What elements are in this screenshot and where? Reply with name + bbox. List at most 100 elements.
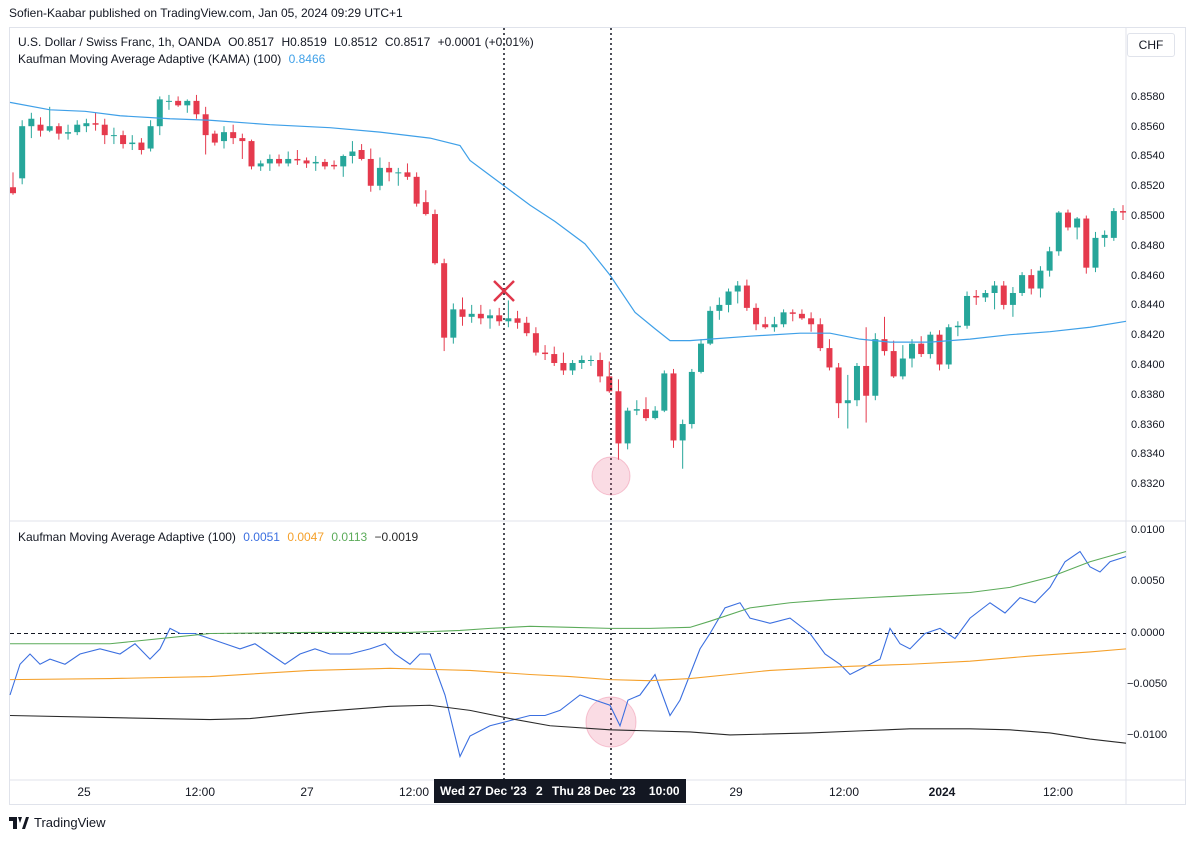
price-tick-label: 0.8360 — [1131, 418, 1165, 431]
candle-body — [386, 167, 393, 173]
price-tick-label: 0.8340 — [1131, 448, 1165, 461]
candle-body — [707, 310, 714, 344]
candle-body — [1046, 251, 1053, 271]
candle-body — [165, 100, 172, 102]
candle-body — [890, 351, 897, 377]
candle-body — [624, 410, 631, 444]
candle-body — [973, 295, 980, 298]
candle-body — [1000, 285, 1007, 305]
candle-body — [532, 333, 539, 353]
oscillator-tick-label: −0.0100 — [1127, 729, 1168, 741]
candle-body — [569, 362, 576, 371]
oscillator-legend: Kaufman Moving Average Adaptive (100) 0.… — [18, 530, 422, 544]
candle-body — [422, 202, 429, 215]
candle-body — [395, 172, 402, 174]
kama-legend-name[interactable]: Kaufman Moving Average Adaptive (KAMA) (… — [18, 52, 282, 66]
candle-body — [340, 155, 347, 167]
candle-body — [303, 160, 310, 164]
candle-body — [597, 360, 604, 377]
publisher-text: Sofien-Kaabar published on TradingView.c… — [9, 6, 403, 20]
candle-body — [780, 312, 787, 325]
candle-body — [936, 334, 943, 365]
candle-body — [918, 343, 925, 355]
candle-body — [642, 409, 649, 419]
symbol-label[interactable]: U.S. Dollar / Swiss Franc, 1h, OANDA — [18, 35, 221, 49]
candle-body — [239, 138, 246, 142]
crosshair-time-text-1: Wed 27 Dec '23 — [440, 784, 527, 798]
candle-body — [1019, 275, 1026, 293]
candle-body — [459, 309, 466, 317]
candle-body — [138, 142, 145, 151]
candle-body — [909, 343, 916, 359]
candle-body — [120, 135, 127, 145]
price-tick-label: 0.8400 — [1131, 358, 1165, 371]
kama-line — [9, 101, 1127, 343]
candle-body — [367, 158, 374, 186]
candle-body — [331, 164, 338, 167]
candle-body — [376, 167, 383, 186]
candle-body — [1009, 292, 1016, 305]
tradingview-icon — [9, 816, 29, 829]
candle-body — [450, 309, 457, 338]
candle-body — [523, 322, 530, 334]
oscillator-tick-label: 0.0050 — [1131, 575, 1165, 588]
candle-body — [10, 187, 16, 194]
low-value: L0.8512 — [334, 35, 378, 49]
open-value: O0.8517 — [228, 35, 275, 49]
close-value: C0.8517 — [384, 35, 431, 49]
time-tick-label: 12:00 — [828, 785, 860, 799]
candle-body — [349, 151, 356, 156]
candle-body — [615, 391, 622, 444]
candle-body — [184, 100, 191, 106]
kama-legend: Kaufman Moving Average Adaptive (KAMA) (… — [18, 52, 329, 66]
candle-body — [101, 124, 108, 136]
candle-body — [872, 339, 879, 396]
oscillator-series-blue — [9, 550, 1127, 759]
price-tick-label: 0.8500 — [1131, 210, 1165, 223]
candle-body — [505, 318, 512, 322]
candle-body — [487, 315, 494, 319]
candle-body — [991, 285, 998, 293]
crosshair-time-text-2: Thu 28 Dec '23 — [552, 784, 636, 798]
time-tick-label: 12:00 — [184, 785, 216, 799]
candle-body — [65, 132, 72, 134]
tradingview-logo[interactable]: TradingView — [9, 815, 106, 830]
candle-body — [441, 263, 448, 338]
oscillator-value-4: −0.0019 — [374, 530, 419, 544]
candle-body — [129, 142, 136, 145]
price-tick-label: 0.8460 — [1131, 269, 1165, 282]
candle-body — [587, 360, 594, 362]
crosshair-time-text-2b: 10:00 — [648, 784, 680, 798]
candle-body — [514, 318, 521, 323]
candle-body — [496, 315, 503, 322]
candle-body — [1120, 211, 1126, 213]
time-tick-label: 25 — [77, 785, 91, 799]
candle-body — [688, 371, 695, 425]
price-tick-label: 0.8580 — [1131, 90, 1165, 103]
crosshair-time-label-1: Wed 27 Dec '23 2 — [434, 779, 549, 803]
oscillator-value-2: 0.0047 — [287, 530, 325, 544]
oscillator-legend-name[interactable]: Kaufman Moving Average Adaptive (100) — [18, 530, 236, 544]
time-tick-label: 12:00 — [398, 785, 430, 799]
candle-body — [413, 176, 420, 204]
highlight-circle — [591, 456, 631, 496]
candle-body — [294, 158, 301, 161]
candle-body — [266, 158, 273, 164]
candle-body — [578, 360, 585, 363]
candle-body — [147, 126, 154, 149]
candle-body — [1074, 218, 1081, 228]
candle-body — [670, 373, 677, 441]
candle-body — [110, 135, 117, 137]
candle-body — [606, 376, 613, 392]
price-tick-label: 0.8420 — [1131, 329, 1165, 342]
candle-body — [808, 318, 815, 325]
currency-button[interactable]: CHF — [1127, 33, 1175, 57]
candle-body — [899, 358, 906, 377]
change-value: +0.0001 (+0.01%) — [437, 35, 534, 49]
oscillator-series-orange — [9, 648, 1127, 682]
oscillator-value-1: 0.0051 — [243, 530, 280, 544]
candle-body — [230, 132, 237, 139]
candle-body — [982, 292, 989, 298]
candle-body — [276, 158, 283, 164]
